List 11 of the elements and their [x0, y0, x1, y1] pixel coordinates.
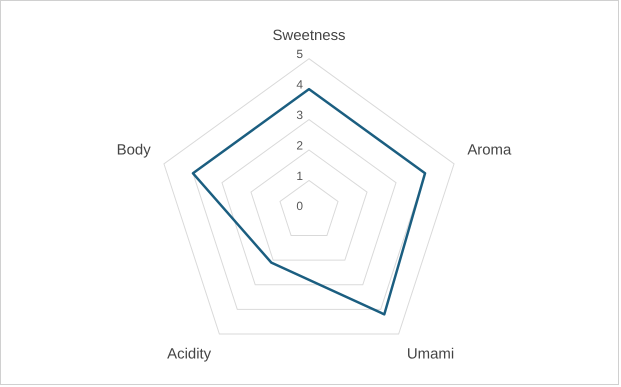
y-tick-label: 2 [296, 138, 304, 152]
y-tick-label: 5 [296, 47, 304, 62]
spoke-label: Body [116, 142, 152, 159]
y-tick-label: 4 [296, 77, 304, 92]
spoke-label: Acidity [167, 345, 212, 362]
spoke-label: Aroma [467, 142, 512, 159]
spoke-label: Umami [406, 345, 454, 362]
y-tick-label: 1 [296, 168, 304, 183]
y-tick-label: 3 [296, 108, 304, 122]
y-tick-label: 0 [296, 199, 304, 214]
spoke-label: Sweetness [272, 26, 346, 44]
